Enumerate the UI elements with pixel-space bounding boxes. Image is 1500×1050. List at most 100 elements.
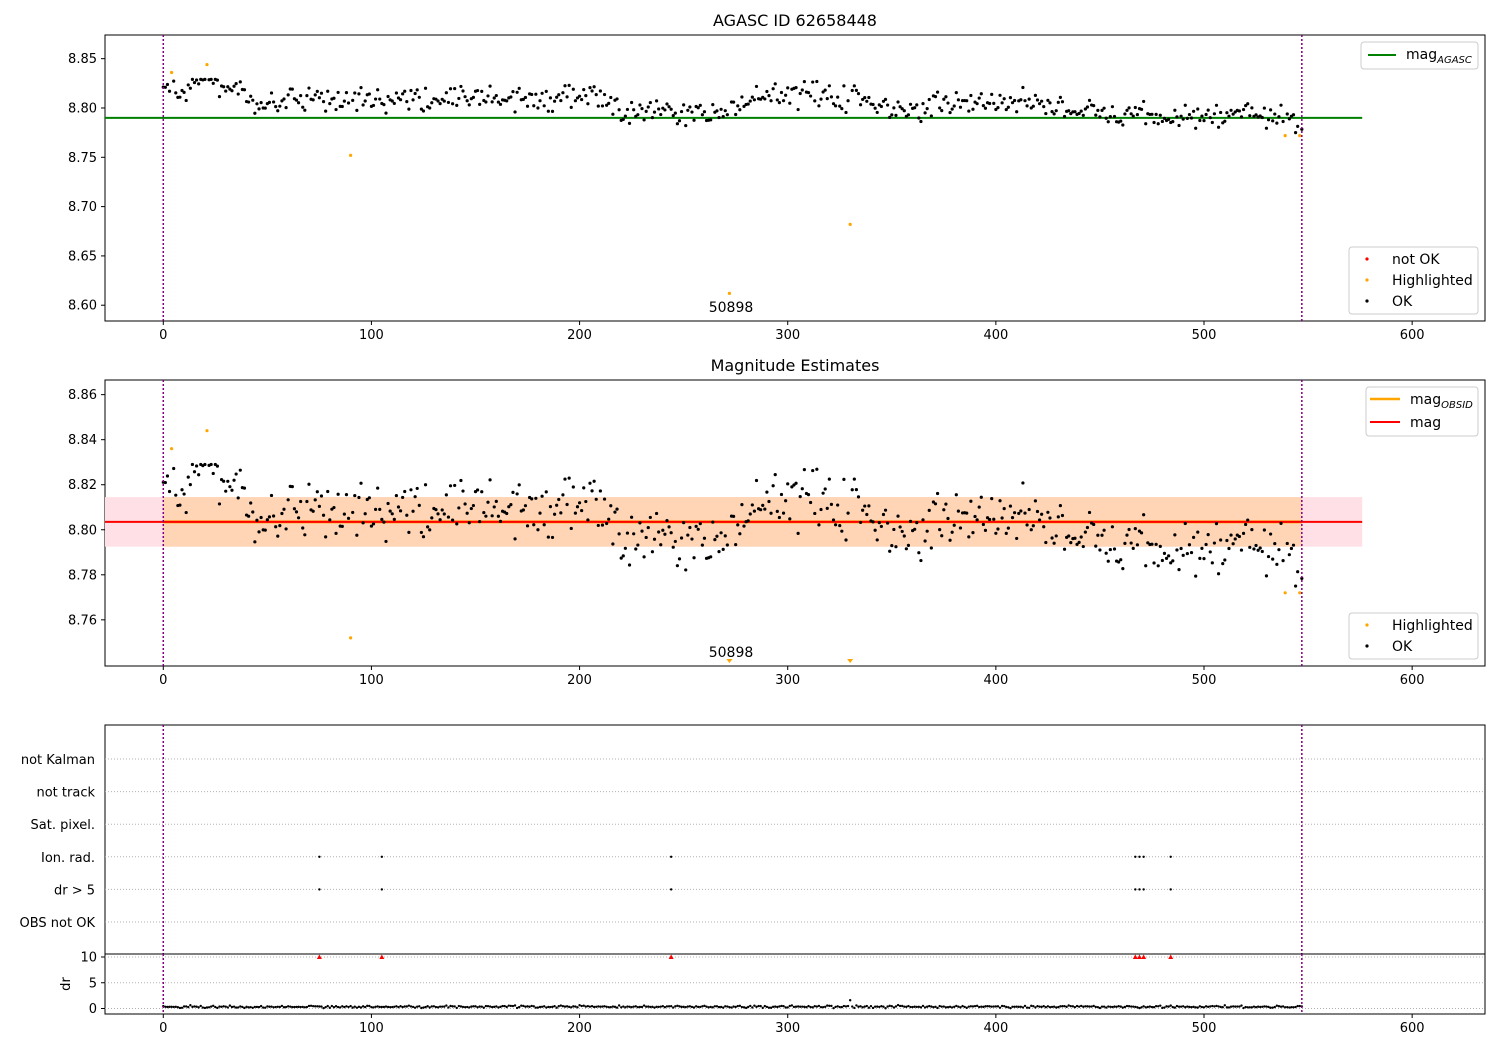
- agasc-ok-point: [513, 110, 517, 114]
- agasc-ok-point: [902, 109, 906, 113]
- mag-ok-point: [634, 547, 638, 551]
- agasc-ok-point: [197, 82, 201, 86]
- dr-xtick-label-0: 0: [159, 1021, 167, 1036]
- dr-point: [788, 1004, 791, 1008]
- agasc-ok-point: [1110, 105, 1115, 109]
- agasc-ok-point: [1135, 112, 1139, 117]
- dr-point: [1044, 1006, 1048, 1009]
- dr-point: [393, 1005, 396, 1009]
- mag-ok-point: [738, 532, 742, 536]
- flag-row-label: not Kalman: [21, 753, 95, 768]
- mag-ok-point: [453, 483, 457, 488]
- dr-point: [749, 1004, 752, 1008]
- dr-point: [975, 1004, 979, 1008]
- dr-point: [166, 1005, 169, 1009]
- agasc-ok-point: [898, 105, 902, 109]
- agasc-ok-point: [965, 99, 969, 103]
- dr-point: [713, 1005, 717, 1008]
- dr-point: [1019, 1005, 1023, 1008]
- agasc-ok-point: [1206, 108, 1210, 112]
- mag-ok-point: [276, 534, 280, 538]
- agasc-ok-point: [488, 84, 492, 88]
- legend2-highlighted-label: Highlighted: [1392, 618, 1473, 634]
- agasc-ok-point: [178, 95, 182, 99]
- mag-ok-point: [319, 494, 324, 498]
- dr-point: [755, 1005, 758, 1009]
- dr-point: [1032, 1005, 1035, 1008]
- dr-point: [907, 1004, 910, 1008]
- dr-point: [823, 1005, 827, 1009]
- agasc-ok-point: [594, 93, 598, 97]
- dr-point: [942, 1005, 946, 1008]
- agasc-ok-point: [509, 95, 513, 99]
- agasc-ok-point: [827, 84, 831, 88]
- agasc-ok-point: [709, 118, 713, 122]
- mag-ok-point: [1187, 543, 1192, 547]
- mag-ok-point: [490, 514, 494, 518]
- mag-ok-point: [351, 510, 355, 515]
- agasc-ok-point: [290, 87, 294, 91]
- agasc-ok-point: [180, 88, 184, 93]
- mag-ok-point: [1223, 558, 1227, 562]
- dr-point: [615, 1006, 619, 1009]
- mag-ok-point: [1296, 570, 1300, 574]
- agasc-ok-point: [253, 111, 257, 115]
- agasc-ok-point: [921, 102, 925, 106]
- dr-point: [349, 1004, 352, 1008]
- dr-point: [428, 1006, 431, 1009]
- mag-ok-point: [609, 504, 613, 508]
- dr-point: [1104, 1006, 1108, 1009]
- agasc-ok-point: [1202, 119, 1206, 123]
- mag-ok-point: [290, 485, 294, 489]
- dr-point: [232, 1005, 236, 1008]
- dr-point: [274, 1005, 277, 1009]
- mag-ok-point: [172, 466, 176, 471]
- agasc-ok-point: [667, 105, 671, 109]
- dr-point: [1271, 1006, 1274, 1009]
- agasc-panel: AGASC ID 62658448 0 100 200 300 400 500 6008.6…: [68, 11, 1486, 343]
- dr-point: [253, 1005, 257, 1009]
- dr-point: [434, 1005, 438, 1009]
- dr-point: [651, 1005, 654, 1009]
- mag-ok-point: [536, 528, 540, 532]
- dr-point: [726, 1005, 729, 1008]
- dr-point: [1200, 1005, 1204, 1009]
- mag-ok-point: [255, 518, 259, 522]
- mag-ok-point: [973, 514, 977, 519]
- mag-ok-point: [336, 492, 340, 496]
- dr-axis-label: dr: [59, 977, 74, 991]
- mag-ok-point: [190, 462, 195, 467]
- dr-point: [1073, 1005, 1077, 1009]
- agasc-ok-point: [438, 101, 442, 106]
- mag-ok-point: [1056, 515, 1060, 519]
- agasc-ok-point: [1021, 85, 1025, 90]
- dr-point: [1157, 1005, 1160, 1008]
- agasc-ok-point: [1271, 119, 1275, 123]
- mag-ok-point: [1077, 540, 1081, 544]
- mag-ok-point: [475, 488, 480, 492]
- mag-ok-point: [390, 512, 394, 516]
- dr-point: [1211, 1004, 1214, 1008]
- dr-point: [619, 1006, 623, 1009]
- agasc-ok-point: [925, 107, 929, 111]
- dr-point: [1140, 1006, 1143, 1009]
- dr-point: [869, 1004, 873, 1008]
- agasc-ok-point: [1214, 103, 1219, 107]
- mag-ok-point: [251, 510, 255, 514]
- mag-ok-point: [667, 525, 671, 529]
- mag-ok-point: [165, 474, 170, 478]
- agasc-ok-point: [784, 93, 788, 97]
- dr-point: [1150, 1005, 1154, 1009]
- agasc-ok-point: [1033, 93, 1038, 97]
- dr-point: [1171, 1005, 1174, 1009]
- agasc-ok-point: [407, 107, 411, 111]
- agasc-axes: 0 100 200 300 400 500 6008.608.658.708.758.808…: [68, 52, 1425, 343]
- mag-ok-point: [1189, 550, 1194, 555]
- dr-point: [457, 1004, 461, 1008]
- agasc-ok-point: [1125, 108, 1129, 112]
- agasc-obsid-annotation: 50898: [709, 300, 754, 316]
- dr-point: [1298, 1004, 1301, 1008]
- mag-ok-point: [1269, 532, 1273, 536]
- agasc-highlighted-point: [1298, 133, 1302, 138]
